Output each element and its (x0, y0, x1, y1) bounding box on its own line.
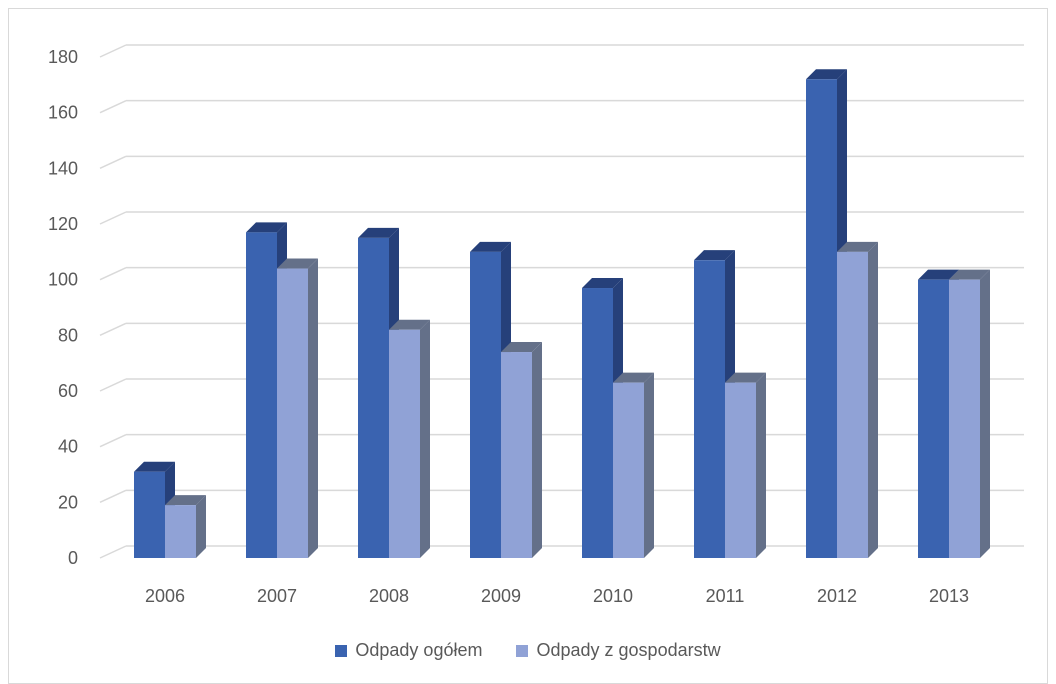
bar-front (949, 279, 980, 558)
y-tick-label: 60 (58, 381, 78, 401)
bar-front (165, 505, 196, 558)
gridline-depth (99, 155, 127, 170)
bar-top (358, 227, 399, 238)
y-tick-label: 160 (48, 103, 78, 123)
gridline-depth (99, 322, 127, 337)
legend-label-series-2: Odpady z gospodarstw (536, 640, 721, 660)
bar-top (470, 241, 511, 252)
bar-side (868, 241, 878, 559)
bar (949, 269, 990, 558)
bar (501, 342, 542, 558)
gridlines (99, 44, 1024, 559)
legend-item-series-1: Odpady ogółem (335, 640, 482, 661)
bar-front (358, 237, 389, 558)
legend-swatch-series-2 (516, 644, 529, 657)
bar-top (277, 258, 318, 269)
bar-side (756, 372, 766, 558)
bar (613, 372, 654, 558)
gridline-depth (99, 378, 127, 392)
bar-top (949, 269, 990, 280)
bar-front (470, 251, 501, 559)
bar-top (806, 69, 847, 80)
y-tick-label: 20 (58, 492, 78, 512)
gridline-depth (99, 99, 127, 114)
bar (725, 372, 766, 558)
x-tick-label: 2008 (369, 586, 409, 606)
bar-top (582, 278, 623, 289)
bar (277, 258, 318, 558)
y-tick-label: 80 (58, 325, 78, 345)
bar-front (694, 260, 725, 558)
bar-side (196, 495, 206, 558)
bar-top (918, 269, 959, 280)
y-tick-label: 120 (48, 214, 78, 234)
bars (134, 69, 990, 559)
bar-front (613, 382, 644, 558)
bar (837, 241, 878, 559)
y-axis-ticks: 0 20 40 60 80 100 120 140 160 180 (48, 47, 78, 568)
gridline-depth (99, 211, 127, 225)
legend-item-series-2: Odpady z gospodarstw (516, 640, 721, 661)
bar-top (389, 319, 430, 330)
bar-front (134, 471, 165, 558)
bar-front (918, 279, 949, 558)
bar-top (165, 495, 206, 506)
bar-top (837, 241, 878, 252)
bar (165, 495, 206, 558)
bar-front (246, 232, 277, 558)
y-tick-label: 180 (48, 47, 78, 67)
bar-top (725, 372, 766, 383)
x-tick-label: 2011 (706, 586, 745, 606)
gridline-depth (99, 545, 127, 559)
x-tick-label: 2010 (593, 586, 633, 606)
bar-side (980, 269, 990, 558)
bar-front (389, 329, 420, 558)
legend: Odpady ogółem Odpady z gospodarstw (0, 640, 1056, 661)
y-tick-label: 140 (48, 158, 78, 178)
gridline-depth (99, 433, 127, 448)
x-axis-ticks: 2006 2007 2008 2009 2010 2011 2012 2013 (145, 586, 969, 606)
y-tick-label: 40 (58, 437, 78, 457)
y-tick-label: 0 (68, 548, 78, 568)
x-tick-label: 2009 (481, 586, 521, 606)
bar-side (308, 258, 318, 558)
gridline-depth (99, 44, 127, 58)
bar-front (277, 268, 308, 558)
y-tick-label: 100 (48, 270, 78, 290)
bar-front (582, 288, 613, 558)
bar-front (806, 79, 837, 559)
bar-top (134, 461, 175, 472)
bar (389, 319, 430, 558)
gridline-depth (99, 266, 127, 281)
legend-label-series-1: Odpady ogółem (355, 640, 483, 660)
bar-front (501, 352, 532, 558)
legend-swatch-series-1 (335, 644, 348, 657)
bar-top (613, 372, 654, 383)
x-tick-label: 2013 (929, 586, 969, 606)
x-tick-label: 2007 (257, 586, 297, 606)
bar-front (837, 251, 868, 559)
bar-top (501, 342, 542, 353)
bar-front (725, 382, 756, 558)
x-tick-label: 2012 (817, 586, 857, 606)
bar-side (644, 372, 654, 558)
bar-top (694, 250, 735, 261)
bar-side (420, 319, 430, 558)
gridline-depth (99, 489, 127, 504)
bar-side (532, 342, 542, 558)
x-tick-label: 2006 (145, 586, 185, 606)
bar-top (246, 222, 287, 233)
